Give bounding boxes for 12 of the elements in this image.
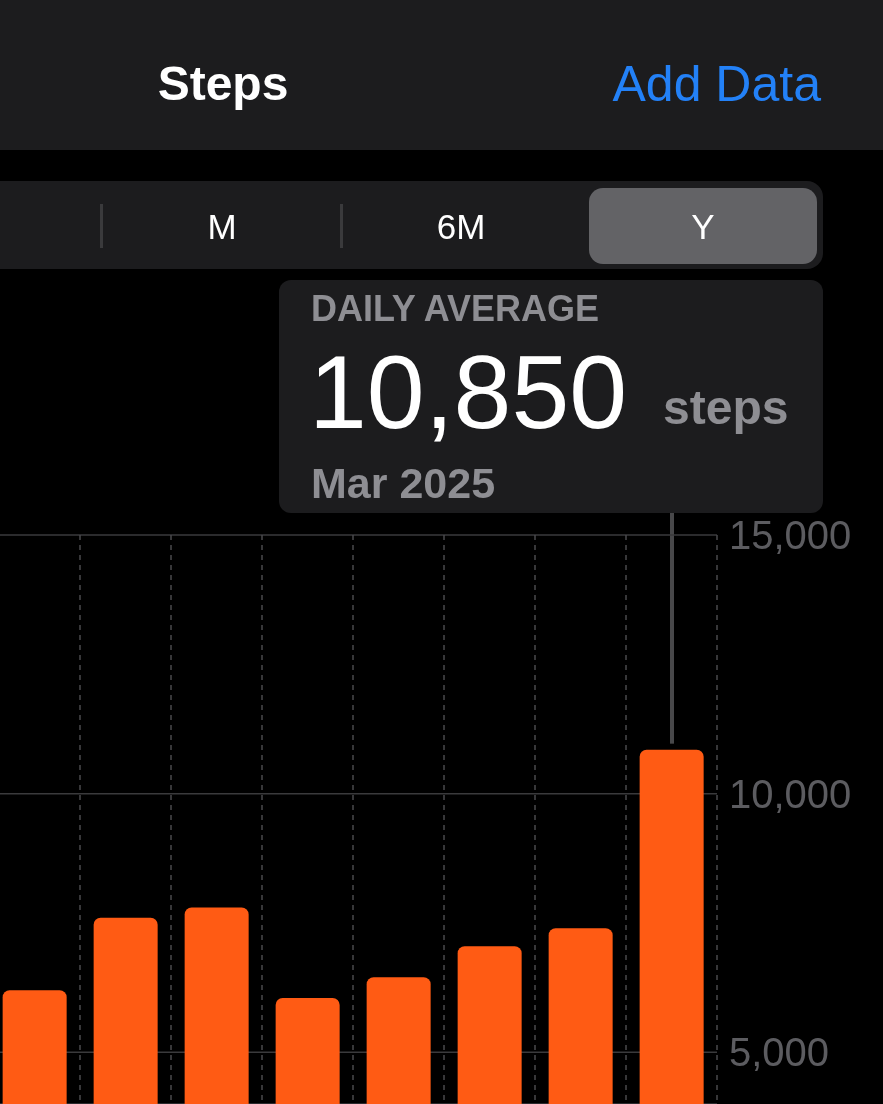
text: DAILY AVERAGE: [311, 288, 600, 330]
text: M: [207, 206, 237, 248]
text: Y: [691, 206, 715, 248]
text: Add Data: [612, 55, 821, 113]
y-tick-label: 10,000: [729, 771, 852, 816]
text: 10,850: [309, 334, 628, 450]
text: 6M: [436, 206, 486, 248]
y-tick-label: 5,000: [729, 1030, 830, 1075]
chart-title: Steps: [157, 56, 289, 112]
y-tick-label: 15,000: [729, 513, 852, 558]
text: steps: [663, 380, 789, 436]
text: Mar 2025: [311, 458, 496, 508]
